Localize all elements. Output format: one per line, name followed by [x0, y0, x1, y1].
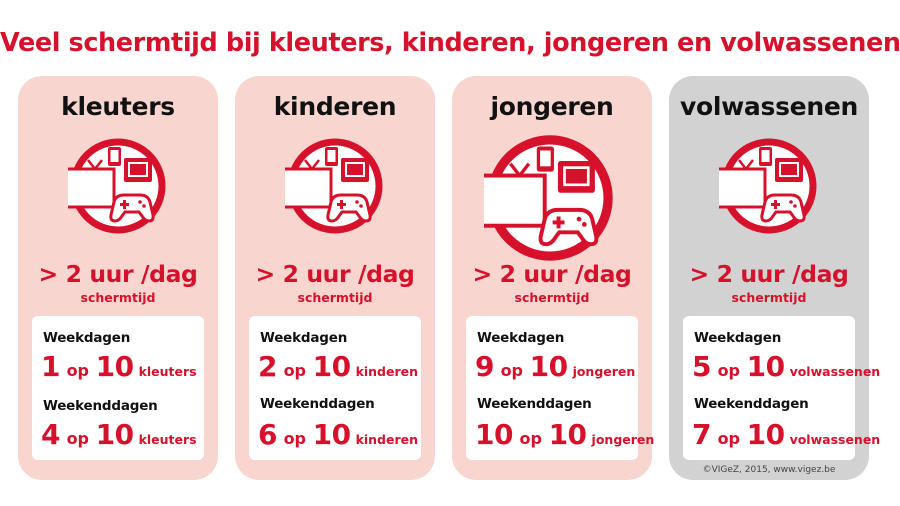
weekend-stat: 10 op 10 jongeren [475, 418, 654, 451]
stat-count: 4 [41, 418, 60, 451]
stat-count: 9 [475, 350, 494, 383]
stats-box: Weekdagen 5 op 10 volwassenen Weekenddage… [683, 316, 880, 460]
stat-group: jongeren [591, 432, 655, 447]
weekend-stat: 6 op 10 kinderen [258, 418, 418, 451]
card-jongeren: jongeren > 2 uur /dag schermtijd Weekdag… [452, 76, 654, 480]
weekdays-label: Weekdagen [260, 330, 348, 346]
screens-icon [719, 136, 819, 236]
hours-per-day: > 2 uur /dag [255, 260, 415, 288]
stat-count: 7 [692, 418, 711, 451]
card-kleuters: kleuters > 2 uur /dag schermtijd Weekdag… [18, 76, 218, 480]
stat-count: 10 [475, 418, 513, 451]
card-kinderen: kinderen > 2 uur /dag schermtijd Weekdag… [235, 76, 435, 480]
hours-subtitle: schermtijd [731, 290, 807, 305]
hours-per-day: > 2 uur /dag [689, 260, 849, 288]
stats-box: Weekdagen 2 op 10 kinderen Weekenddagen 6… [249, 316, 421, 460]
screens-icon [68, 136, 168, 236]
stat-op: op [66, 361, 90, 380]
stat-total: 10 [95, 350, 134, 383]
weekdays-stat: 2 op 10 kinderen [258, 350, 418, 383]
hours-per-day: > 2 uur /dag [38, 260, 198, 288]
hours-subtitle: schermtijd [297, 290, 373, 305]
stat-total: 10 [529, 350, 568, 383]
stat-group: kinderen [355, 432, 419, 447]
weekend-label: Weekenddagen [43, 398, 158, 414]
weekend-stat: 4 op 10 kleuters [41, 418, 197, 451]
weekdays-label: Weekdagen [477, 330, 565, 346]
screens-icon [285, 136, 385, 236]
screens-icon [484, 132, 616, 264]
stat-op: op [66, 429, 90, 448]
weekdays-stat: 9 op 10 jongeren [475, 350, 635, 383]
stat-group: volwassenen [789, 364, 881, 379]
stat-group: kleuters [138, 364, 197, 379]
stat-total: 10 [746, 418, 785, 451]
stat-total: 10 [95, 418, 134, 451]
stat-op: op [500, 361, 524, 380]
credit-text: ©VIGeZ, 2015, www.vigez.be [702, 465, 836, 475]
stat-group: jongeren [572, 364, 636, 379]
stat-total: 10 [548, 418, 587, 451]
stats-box: Weekdagen 9 op 10 jongeren Weekenddagen 1… [466, 316, 654, 460]
stat-count: 2 [258, 350, 277, 383]
card-heading: jongeren [490, 92, 614, 121]
weekend-label: Weekenddagen [260, 396, 375, 412]
weekdays-stat: 5 op 10 volwassenen [692, 350, 880, 383]
stat-count: 5 [692, 350, 711, 383]
card-heading: volwassenen [680, 92, 858, 121]
card-heading: kinderen [273, 92, 397, 121]
page-title: Veel schermtijd bij kleuters, kinderen, … [0, 28, 900, 58]
card-volwassenen: volwassenen > 2 uur /dag schermtijd Week… [669, 76, 880, 480]
stat-op: op [717, 429, 741, 448]
weekend-label: Weekenddagen [477, 396, 592, 412]
stat-group: volwassenen [789, 432, 881, 447]
hours-per-day: > 2 uur /dag [472, 260, 632, 288]
stat-op: op [283, 361, 307, 380]
stat-total: 10 [312, 418, 351, 451]
stat-count: 1 [41, 350, 60, 383]
weekdays-label: Weekdagen [694, 330, 782, 346]
stat-op: op [519, 429, 542, 448]
stat-op: op [283, 429, 307, 448]
stats-box: Weekdagen 1 op 10 kleuters Weekenddagen 4… [32, 316, 204, 460]
stat-count: 6 [258, 418, 277, 451]
weekdays-label: Weekdagen [43, 330, 131, 346]
hours-subtitle: schermtijd [80, 290, 156, 305]
weekend-stat: 7 op 10 volwassenen [692, 418, 880, 451]
weekend-label: Weekenddagen [694, 396, 809, 412]
hours-subtitle: schermtijd [514, 290, 590, 305]
stat-op: op [717, 361, 741, 380]
stat-group: kinderen [355, 364, 419, 379]
stat-total: 10 [312, 350, 351, 383]
stat-group: kleuters [138, 432, 197, 447]
card-heading: kleuters [61, 92, 175, 121]
stat-total: 10 [746, 350, 785, 383]
weekdays-stat: 1 op 10 kleuters [41, 350, 197, 383]
